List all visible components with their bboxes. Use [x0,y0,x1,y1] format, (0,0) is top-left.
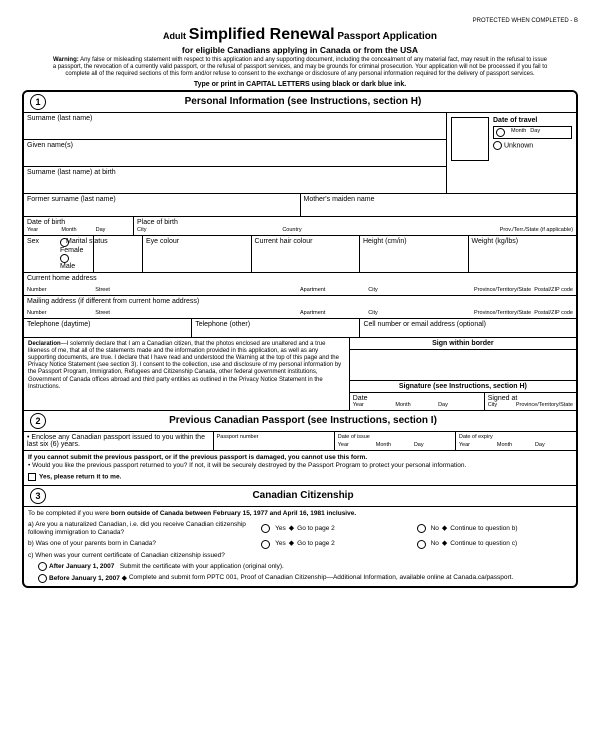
marital-label: Marital status [66,238,139,245]
given-label: Given name(s) [27,142,443,149]
type-instruction: Type or print in CAPITAL LETTERS using b… [22,81,578,88]
question-c: c) When was your current certificate of … [28,552,572,560]
mailing-label: Mailing address (if different from curre… [27,298,573,305]
subtitle: for eligible Canadians applying in Canad… [22,45,578,55]
section-2-title: Previous Canadian Passport (see Instruct… [52,415,576,426]
a-yes-radio[interactable] [261,524,270,533]
question-b: b) Was one of your parents born in Canad… [28,540,261,549]
surname-birth-label: Surname (last name) at birth [27,169,443,176]
signature-label: Signature (see Instructions, section H) [350,380,576,393]
cell-email-label: Cell number or email address (optional) [363,321,573,328]
former-surname-label: Former surname (last name) [27,196,297,203]
sign-border-label: Sign within border [350,338,576,350]
address-label: Current home address [27,275,573,282]
section-2-header: 2 Previous Canadian Passport (see Instru… [24,411,576,432]
pob-label: Place of birth [137,219,573,226]
tel-day-label: Telephone (daytime) [27,321,188,328]
section-1-title: Personal Information (see Instructions, … [52,96,576,107]
hair-label: Current hair colour [255,238,357,245]
travel-title: Date of travel [493,117,572,124]
a-no-radio[interactable] [417,524,426,533]
title: Adult Simplified Renewal Passport Applic… [22,26,578,44]
photo-box [451,117,489,161]
height-label: Height (cm/in) [363,238,465,245]
section-1-header: 1 Personal Information (see Instructions… [24,92,576,113]
travel-unknown-radio[interactable] [493,141,502,150]
signature-area[interactable] [350,350,576,380]
section-2-number: 2 [30,413,46,429]
tel-other-label: Telephone (other) [195,321,356,328]
declaration-text: Declaration—I solemnly declare that I am… [28,341,345,391]
return-passport-text: • Would you like the previous passport r… [28,462,572,470]
mother-maiden-label: Mother's maiden name [304,196,574,203]
yes-return-checkbox[interactable] [28,473,36,481]
weight-label: Weight (kg/lbs) [472,238,574,245]
question-a: a) Are you a naturalized Canadian, i.e. … [28,521,261,537]
enclose-passport-text: • Enclose any Canadian passport issued t… [27,434,210,448]
protected-label: PROTECTED WHEN COMPLETED - B [22,18,578,24]
before-2007-radio[interactable] [38,574,47,583]
citizenship-intro: To be completed if you were born outside… [28,510,572,518]
b-no-radio[interactable] [417,540,426,549]
surname-label: Surname (last name) [27,115,443,122]
b-yes-radio[interactable] [261,540,270,549]
section-3-header: 3 Canadian Citizenship [24,486,576,507]
section-1-number: 1 [30,94,46,110]
form-container: 1 Personal Information (see Instructions… [22,90,578,589]
eye-label: Eye colour [146,238,248,245]
dob-label: Date of birth [27,219,130,226]
warning-text: Warning: Any false or misleading stateme… [22,57,578,81]
section-3-title: Canadian Citizenship [52,490,576,501]
travel-date-radio[interactable] [496,128,505,137]
section-3-number: 3 [30,488,46,504]
cannot-submit-text: If you cannot submit the previous passpo… [28,454,572,462]
after-2007-radio[interactable] [38,562,47,571]
